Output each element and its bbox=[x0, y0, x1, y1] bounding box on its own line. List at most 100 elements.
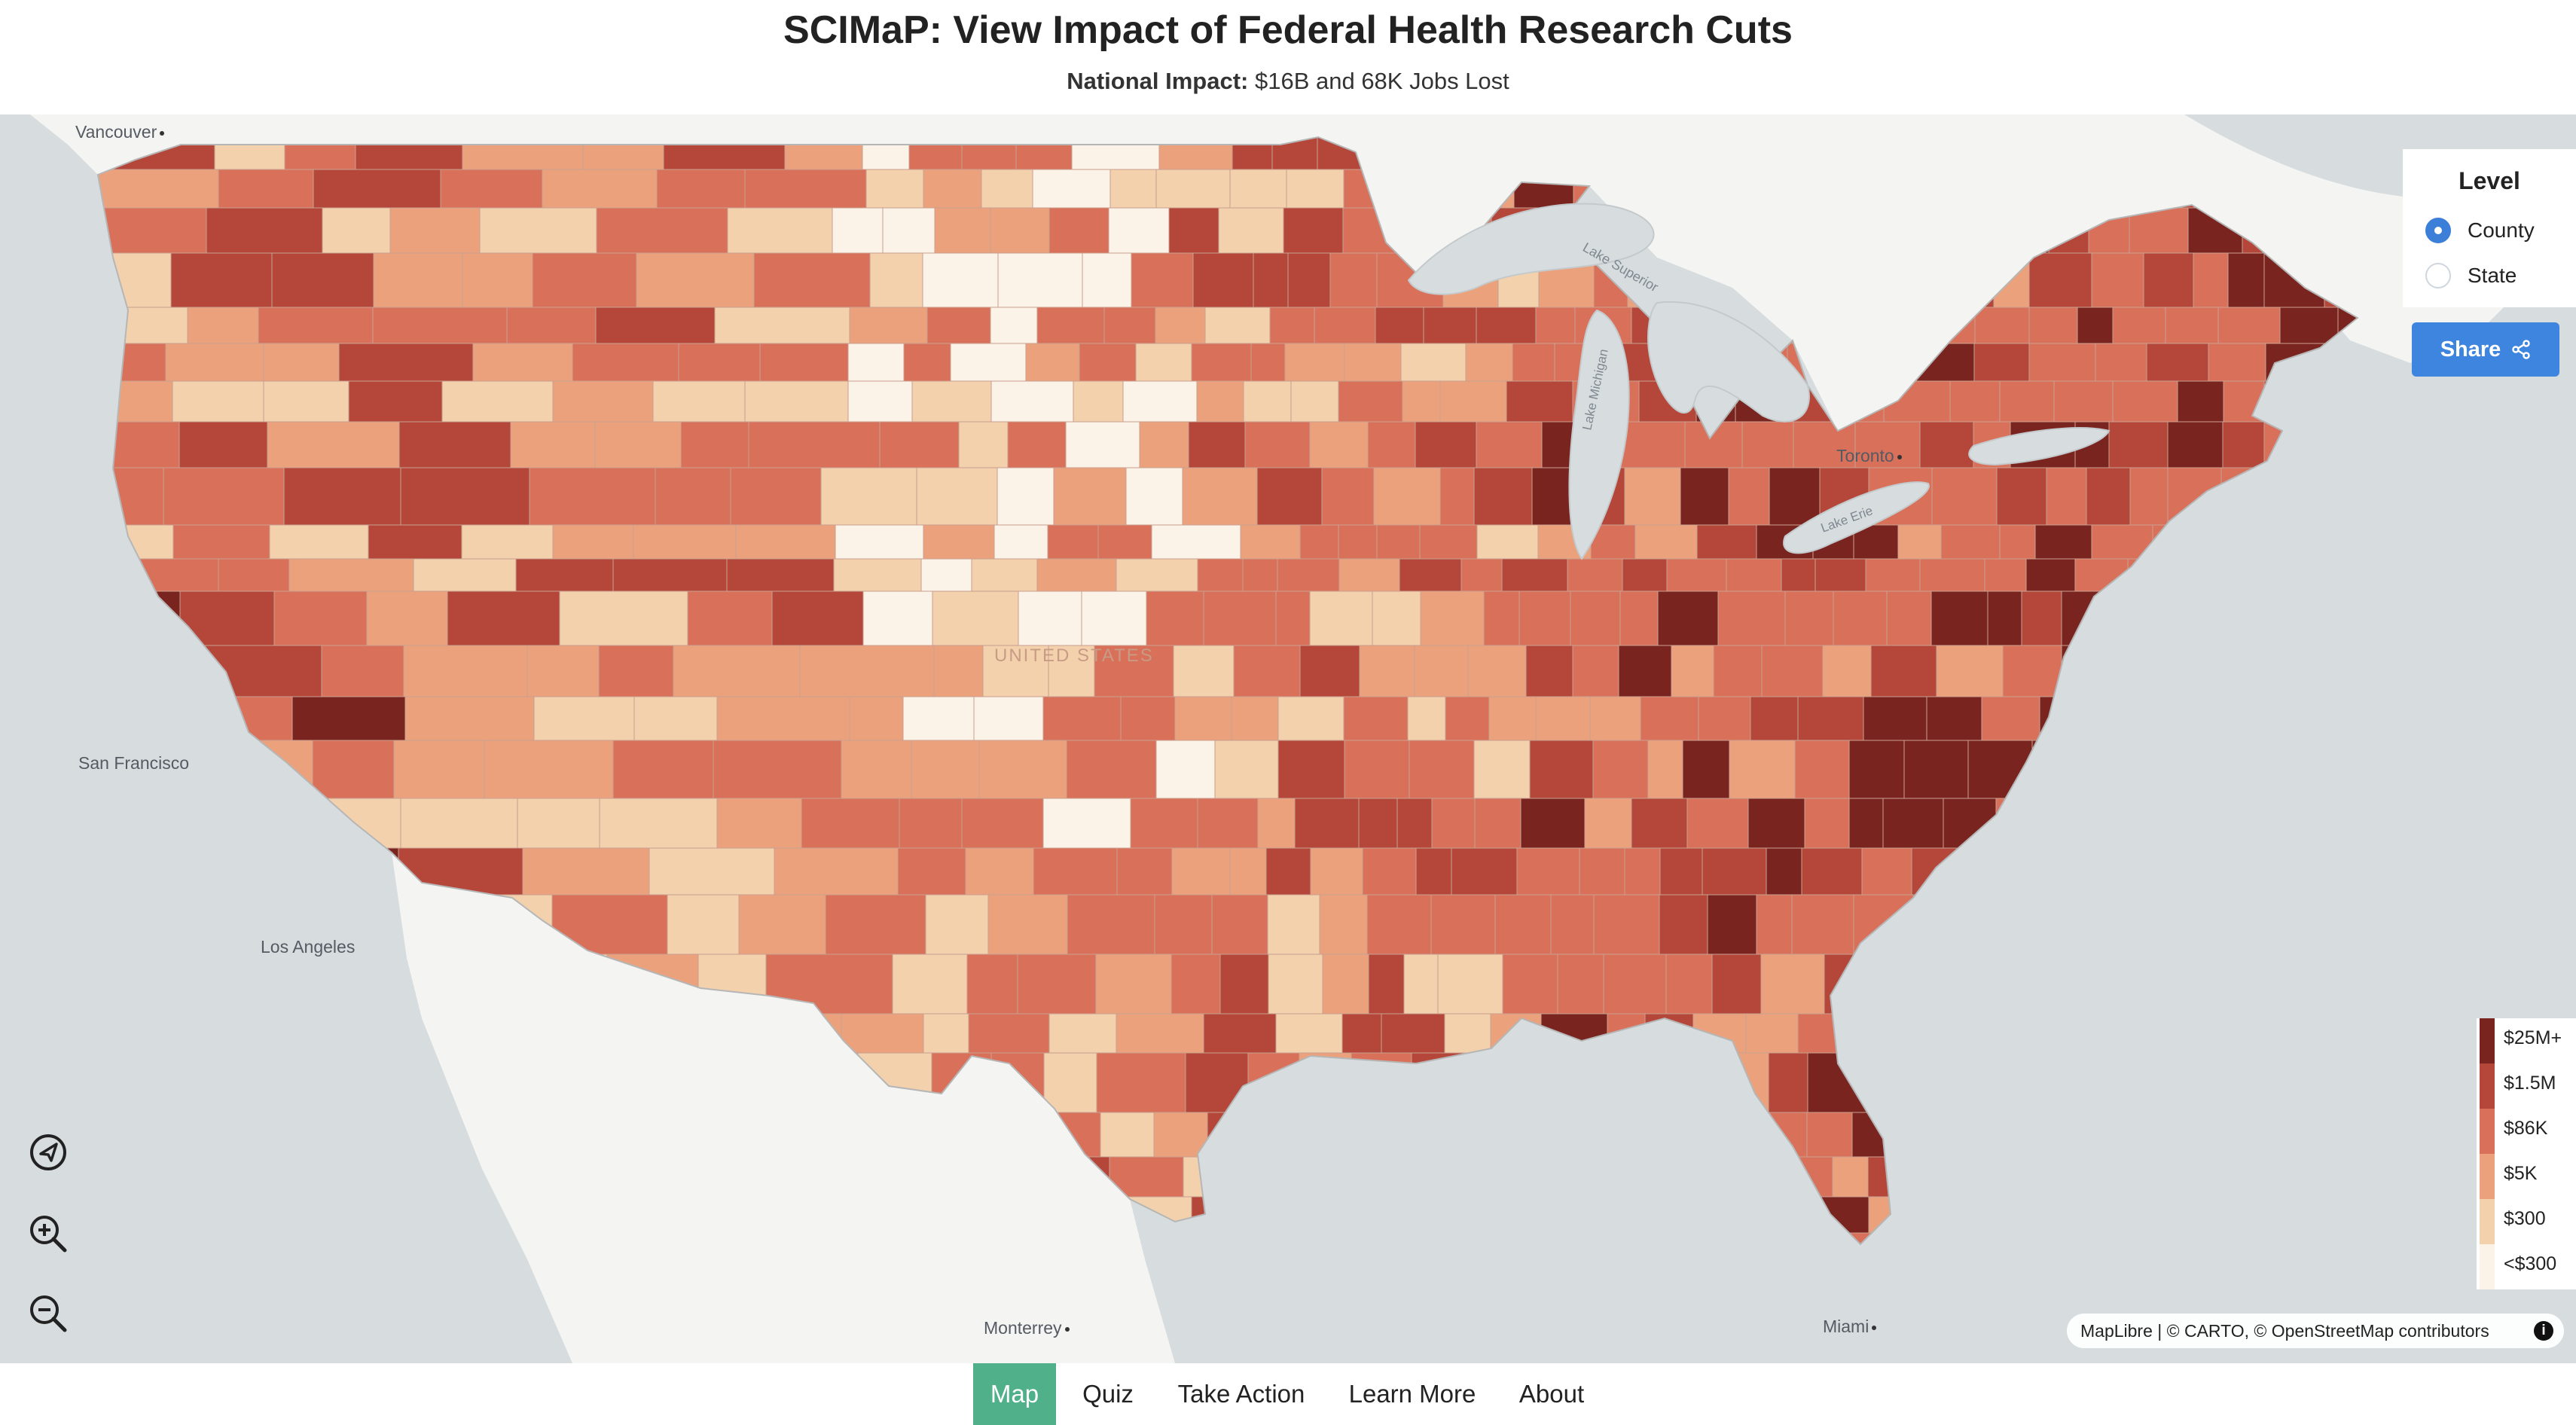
county-region[interactable] bbox=[1048, 645, 1095, 697]
county-region[interactable] bbox=[2108, 421, 2169, 468]
county-region[interactable] bbox=[832, 207, 884, 254]
county-region[interactable] bbox=[1665, 954, 1713, 1015]
county-region[interactable] bbox=[678, 343, 761, 382]
county-region[interactable] bbox=[997, 467, 1055, 526]
county-region[interactable] bbox=[990, 207, 1050, 254]
county-region[interactable] bbox=[1253, 252, 1289, 308]
county-region[interactable] bbox=[1494, 894, 1552, 955]
county-region[interactable] bbox=[1903, 740, 1969, 799]
county-region[interactable] bbox=[801, 798, 900, 849]
county-region[interactable] bbox=[1520, 798, 1586, 849]
county-region[interactable] bbox=[1299, 524, 1339, 560]
county-region[interactable] bbox=[1277, 740, 1345, 799]
county-region[interactable] bbox=[1017, 954, 1097, 1015]
county-region[interactable] bbox=[1309, 590, 1373, 646]
county-region[interactable] bbox=[879, 421, 960, 468]
county-region[interactable] bbox=[978, 740, 1067, 799]
county-region[interactable] bbox=[1338, 380, 1403, 423]
county-region[interactable] bbox=[1233, 645, 1301, 697]
county-region[interactable] bbox=[1729, 740, 1796, 799]
county-region[interactable] bbox=[529, 467, 656, 526]
county-region[interactable] bbox=[400, 467, 530, 526]
county-region[interactable] bbox=[1192, 252, 1254, 308]
county-region[interactable] bbox=[1750, 696, 1799, 741]
county-region[interactable] bbox=[1120, 696, 1176, 741]
county-region[interactable] bbox=[1287, 252, 1331, 308]
county-region[interactable] bbox=[1634, 524, 1698, 560]
county-region[interactable] bbox=[1572, 645, 1619, 697]
county-region[interactable] bbox=[2112, 380, 2178, 423]
county-region[interactable] bbox=[552, 380, 654, 423]
county-region[interactable] bbox=[652, 380, 746, 423]
county-region[interactable] bbox=[1465, 343, 1513, 382]
county-region[interactable] bbox=[1229, 169, 1287, 209]
county-region[interactable] bbox=[925, 894, 989, 955]
county-region[interactable] bbox=[1794, 740, 1850, 799]
county-region[interactable] bbox=[862, 590, 933, 646]
county-region[interactable] bbox=[1419, 524, 1478, 560]
county-region[interactable] bbox=[1987, 590, 2022, 646]
county-region[interactable] bbox=[595, 307, 716, 344]
county-region[interactable] bbox=[90, 169, 219, 209]
county-region[interactable] bbox=[1267, 894, 1320, 955]
county-region[interactable] bbox=[1535, 307, 1576, 344]
county-region[interactable] bbox=[1277, 558, 1340, 592]
county-region[interactable] bbox=[368, 524, 462, 560]
county-region[interactable] bbox=[903, 343, 951, 382]
county-region[interactable] bbox=[515, 558, 614, 592]
county-region[interactable] bbox=[1082, 252, 1132, 308]
county-region[interactable] bbox=[1806, 1112, 1853, 1158]
county-region[interactable] bbox=[1275, 590, 1311, 646]
county-region[interactable] bbox=[958, 421, 1009, 468]
county-region[interactable] bbox=[1518, 590, 1571, 646]
county-region[interactable] bbox=[1769, 467, 1821, 526]
county-region[interactable] bbox=[447, 590, 560, 646]
county-radio[interactable] bbox=[2425, 218, 2451, 243]
state-radio[interactable] bbox=[2425, 263, 2451, 288]
county-region[interactable] bbox=[532, 252, 637, 308]
county-region[interactable] bbox=[1974, 307, 2030, 344]
county-region[interactable] bbox=[1741, 421, 1794, 468]
county-region[interactable] bbox=[1290, 380, 1339, 423]
county-region[interactable] bbox=[2028, 343, 2096, 382]
county-region[interactable] bbox=[2208, 343, 2266, 382]
county-region[interactable] bbox=[1268, 954, 1323, 1015]
county-region[interactable] bbox=[1151, 524, 1241, 560]
info-icon[interactable]: i bbox=[2534, 1321, 2553, 1341]
county-region[interactable] bbox=[267, 421, 400, 468]
county-region[interactable] bbox=[1756, 894, 1793, 955]
county-region[interactable] bbox=[1445, 696, 1490, 741]
county-region[interactable] bbox=[1882, 798, 1944, 849]
county-region[interactable] bbox=[1897, 524, 1942, 560]
county-region[interactable] bbox=[283, 467, 401, 526]
county-region[interactable] bbox=[1460, 558, 1503, 592]
county-region[interactable] bbox=[273, 590, 368, 646]
county-region[interactable] bbox=[1229, 847, 1267, 896]
county-region[interactable] bbox=[1467, 645, 1527, 697]
county-region[interactable] bbox=[1420, 590, 1485, 646]
county-region[interactable] bbox=[1402, 380, 1441, 423]
county-region[interactable] bbox=[997, 252, 1083, 308]
county-region[interactable] bbox=[2046, 467, 2087, 526]
county-region[interactable] bbox=[1257, 798, 1296, 849]
county-region[interactable] bbox=[1415, 847, 1452, 896]
county-region[interactable] bbox=[1984, 558, 2027, 592]
county-region[interactable] bbox=[1592, 740, 1649, 799]
county-region[interactable] bbox=[1170, 954, 1221, 1015]
county-region[interactable] bbox=[965, 847, 1034, 896]
county-region[interactable] bbox=[1784, 590, 1834, 646]
county-region[interactable] bbox=[1344, 740, 1410, 799]
county-region[interactable] bbox=[2279, 307, 2339, 344]
locate-button[interactable] bbox=[26, 1130, 71, 1175]
county-region[interactable] bbox=[633, 696, 718, 741]
county-region[interactable] bbox=[759, 343, 849, 382]
county-region[interactable] bbox=[1430, 894, 1496, 955]
county-region[interactable] bbox=[713, 740, 842, 799]
county-region[interactable] bbox=[599, 798, 718, 849]
county-region[interactable] bbox=[1474, 798, 1521, 849]
county-region[interactable] bbox=[1476, 524, 1539, 560]
county-region[interactable] bbox=[1833, 590, 1888, 646]
county-region[interactable] bbox=[1197, 798, 1259, 849]
county-region[interactable] bbox=[1146, 590, 1204, 646]
county-region[interactable] bbox=[920, 558, 972, 592]
